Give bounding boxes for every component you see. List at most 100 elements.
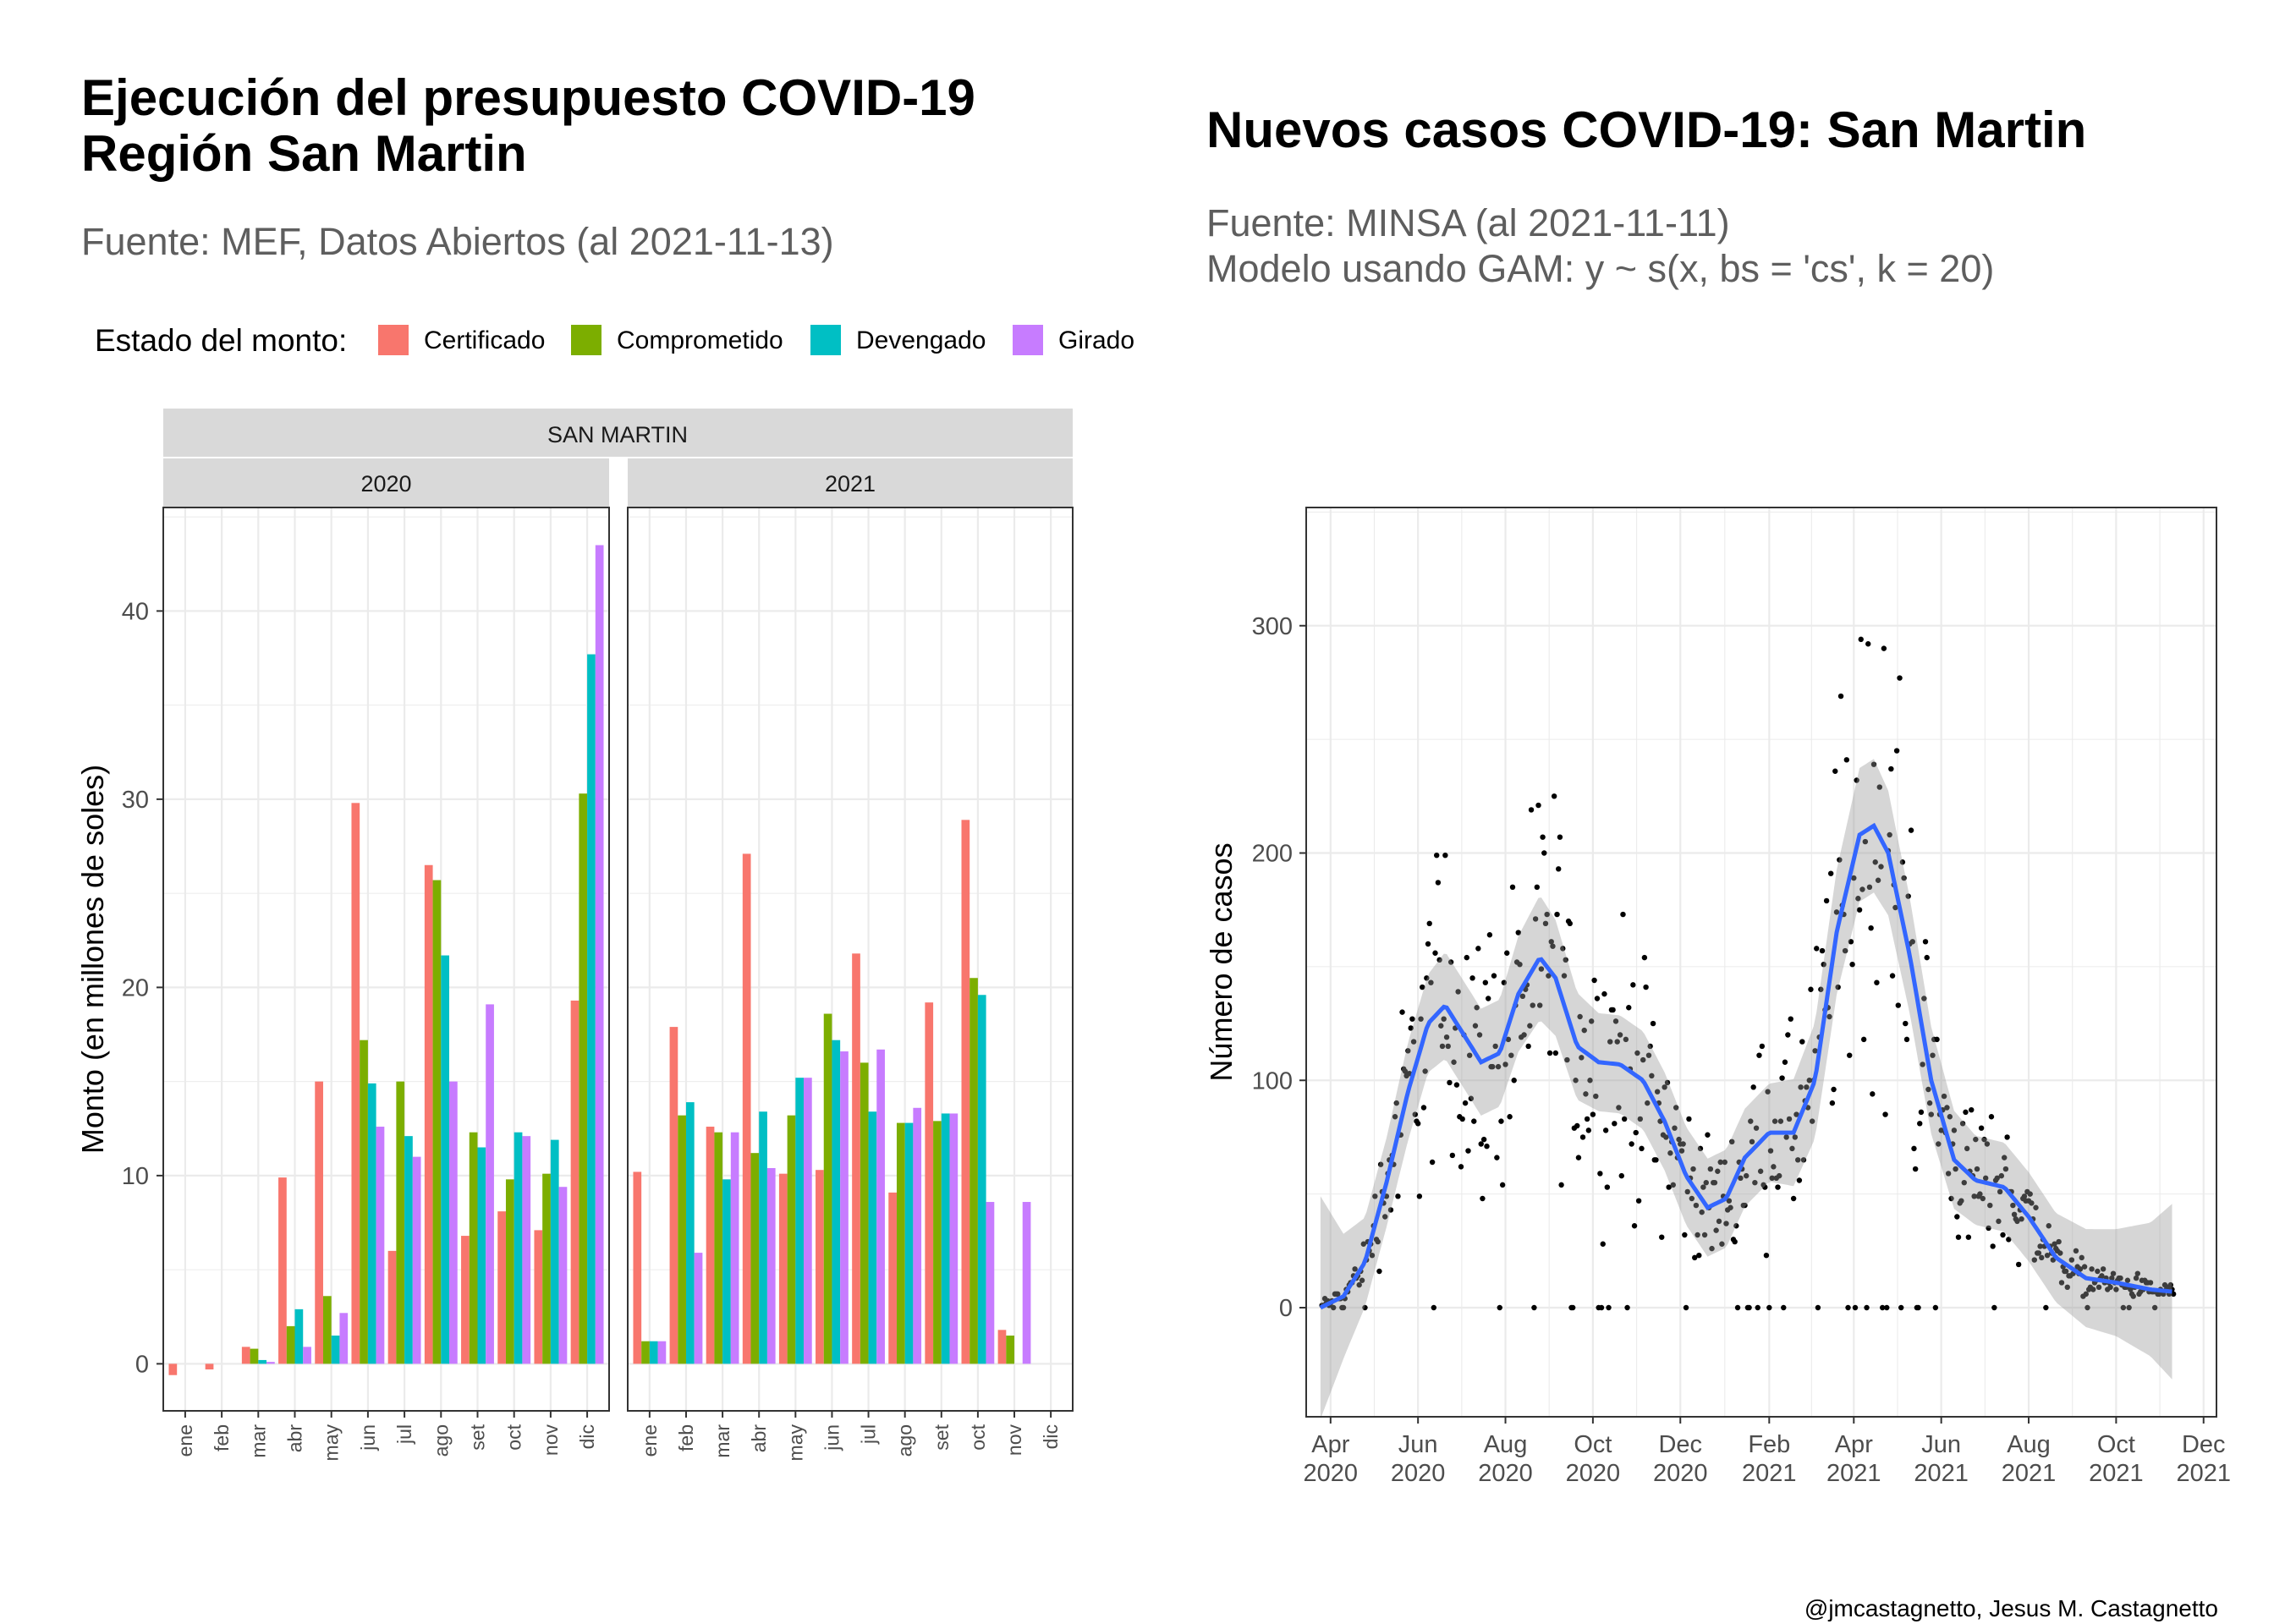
case-point xyxy=(1707,1166,1714,1172)
case-point xyxy=(1504,950,1510,956)
case-point xyxy=(2134,1270,2141,1276)
case-point xyxy=(1945,1171,1952,1177)
bar-certificado-2020-jul xyxy=(387,1250,397,1364)
bar-girado-2020-mar xyxy=(266,1362,275,1364)
case-point xyxy=(1963,1109,1969,1116)
bar-girado-2021-jul xyxy=(876,1049,885,1364)
bar-comprometido-2021-abr xyxy=(750,1153,760,1364)
case-point xyxy=(1973,1136,1979,1143)
case-point xyxy=(1874,979,1880,985)
case-point xyxy=(1977,1191,1983,1197)
y-tick-label: 30 xyxy=(122,787,149,814)
case-point xyxy=(1799,1039,1805,1045)
x-tick-label-year: 2021 xyxy=(1742,1460,1797,1487)
case-point xyxy=(1579,1134,1586,1140)
case-point xyxy=(1482,979,1489,985)
x-tick-label: jul xyxy=(858,1424,880,1445)
x-tick-label-month: Oct xyxy=(1574,1431,1612,1458)
case-point xyxy=(1980,1195,1986,1202)
case-point xyxy=(1643,984,1649,990)
case-point xyxy=(1621,1116,1628,1122)
case-point xyxy=(1623,1036,1629,1043)
case-point xyxy=(1511,1078,1517,1084)
case-point xyxy=(1997,1188,2003,1195)
facet-strip-year xyxy=(163,458,609,507)
case-point xyxy=(1376,1268,1382,1275)
bar-girado-2021-abr xyxy=(766,1167,776,1364)
case-point xyxy=(1631,1223,1638,1229)
case-point xyxy=(1641,954,1648,961)
case-point xyxy=(1864,1304,1870,1311)
x-tick-label-month: Aug xyxy=(1484,1431,1528,1458)
case-point xyxy=(1903,1020,1909,1027)
case-point xyxy=(2126,1304,2132,1311)
left-chart-title-line1: Ejecución del presupuesto COVID-19 xyxy=(81,69,975,126)
case-point xyxy=(1352,1266,1358,1272)
case-point xyxy=(1591,977,1597,984)
case-point xyxy=(2077,1266,2084,1272)
case-point xyxy=(1926,1100,1933,1106)
case-point xyxy=(1647,1043,1653,1050)
case-point xyxy=(1986,1225,1991,1232)
case-point xyxy=(1574,1122,1580,1129)
facet-strip-year xyxy=(628,458,1073,507)
x-tick-label-year: 2020 xyxy=(1566,1460,1621,1487)
case-point xyxy=(1909,939,1915,945)
case-point xyxy=(1438,1023,1444,1029)
case-point xyxy=(1908,827,1914,833)
bar-devengado-2020-set xyxy=(477,1147,486,1364)
case-point xyxy=(1852,1304,1859,1311)
case-point xyxy=(1990,1243,1996,1249)
bar-certificado-2020-set xyxy=(461,1236,470,1364)
case-point xyxy=(1340,1304,1347,1311)
bar-girado-2020-abr xyxy=(303,1347,311,1364)
legend-title: Estado del monto: xyxy=(95,323,348,358)
case-point xyxy=(1936,1141,1942,1147)
case-point xyxy=(1843,757,1850,763)
case-point xyxy=(1738,1175,1744,1182)
case-point xyxy=(1612,1018,1619,1024)
case-point xyxy=(1848,939,1854,945)
case-point xyxy=(1826,1013,1832,1020)
case-point xyxy=(1501,979,1508,985)
case-point xyxy=(1713,1227,1719,1233)
case-point xyxy=(1525,1043,1531,1050)
case-point xyxy=(1969,1106,1975,1113)
case-point xyxy=(1491,973,1497,979)
legend-swatch-devengado xyxy=(810,325,841,355)
case-point xyxy=(1594,996,1601,1001)
case-point xyxy=(1497,1304,1502,1311)
case-point xyxy=(1953,1166,1958,1172)
case-point xyxy=(1393,1100,1399,1106)
case-point xyxy=(1480,1195,1486,1202)
case-point xyxy=(1684,1188,1690,1195)
bar-panel-2020: ene feb mar abr may jun jul ago set oct nov dic xyxy=(162,507,610,1461)
x-tick-label-year: 2021 xyxy=(1826,1460,1881,1487)
case-point xyxy=(2027,1191,2033,1197)
case-point xyxy=(2006,1237,2012,1243)
case-point xyxy=(1468,1095,1475,1101)
case-point xyxy=(1757,1168,1764,1174)
case-point xyxy=(1607,1039,1613,1045)
case-point xyxy=(1402,1068,1409,1074)
case-point xyxy=(1531,1304,1537,1311)
case-point xyxy=(1865,641,1871,647)
case-point xyxy=(1618,1172,1624,1179)
case-point xyxy=(2043,1304,2049,1311)
case-point xyxy=(1833,909,1840,915)
case-point xyxy=(1554,911,1560,918)
case-point xyxy=(1855,896,1861,902)
x-tick-label: ago xyxy=(430,1424,452,1457)
bar-comprometido-2020-mar xyxy=(250,1348,259,1364)
case-point xyxy=(1663,1134,1669,1140)
case-point xyxy=(1734,1304,1741,1311)
case-point xyxy=(1633,1129,1639,1136)
x-tick-label: abr xyxy=(748,1424,770,1453)
case-point xyxy=(1978,1125,1985,1131)
x-tick-label-year: 2020 xyxy=(1653,1460,1708,1487)
case-point xyxy=(1451,1059,1457,1065)
x-tick-label: oct xyxy=(967,1424,989,1450)
case-point xyxy=(1602,1127,1609,1133)
legend: Estado del monto: Certificado Comprometid… xyxy=(95,321,1144,364)
case-point xyxy=(1335,1291,1341,1298)
